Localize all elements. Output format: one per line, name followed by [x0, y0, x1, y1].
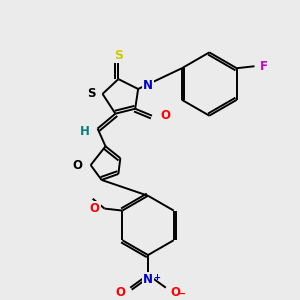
Text: −: − — [178, 289, 186, 298]
Text: N: N — [143, 273, 153, 286]
Text: H: H — [80, 125, 90, 138]
Text: O: O — [115, 286, 125, 299]
Text: O: O — [160, 109, 170, 122]
Text: +: + — [153, 273, 160, 282]
Text: F: F — [260, 60, 268, 73]
Text: S: S — [87, 87, 96, 101]
Text: N: N — [143, 79, 153, 92]
Text: O: O — [90, 202, 100, 215]
Text: O: O — [73, 159, 83, 172]
Text: O: O — [171, 286, 181, 299]
Text: S: S — [114, 49, 123, 62]
